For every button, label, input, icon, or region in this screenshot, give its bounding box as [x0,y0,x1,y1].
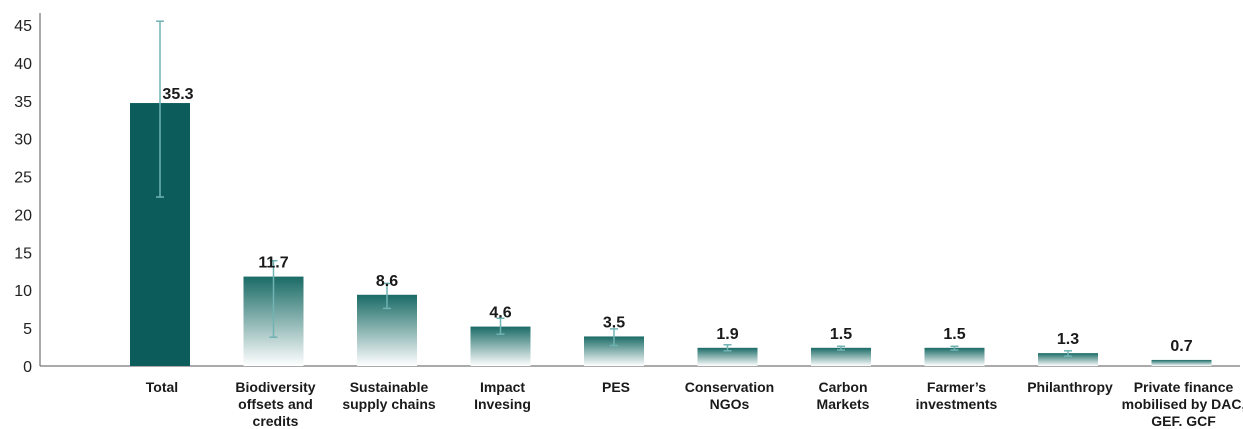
y-tick-label: 20 [14,207,32,224]
data-label: 35.3 [162,86,193,103]
y-tick-label: 5 [23,321,32,338]
error-bar [156,20,164,198]
y-tick-label: 30 [14,132,32,149]
y-axis: 0 5 10 15 20 25 30 35 40 45 [14,13,1240,376]
x-tick-label: Private finance mobilised by DAC, GEF. GCF [1122,379,1243,429]
y-tick-label: 15 [14,245,32,262]
category-labels: Total Biodiversity offsets and credits Susta… [146,379,1243,429]
y-tick-label: 10 [14,283,32,300]
error-bars [156,20,1072,357]
x-tick-label: Conservation NGOs [685,379,774,412]
y-tick-label: 0 [23,359,32,376]
x-tick-label: PES [602,379,630,395]
data-label: 0.7 [1170,338,1192,355]
error-bar [723,344,732,352]
data-label: 3.5 [603,314,625,331]
error-bar [269,259,278,338]
bars [130,103,1212,366]
y-tick-label: 45 [14,18,32,35]
data-label: 1.9 [716,326,738,343]
error-bar [496,317,505,335]
data-label: 1.5 [943,326,965,343]
error-bar [610,328,618,347]
x-tick-label: Philanthropy [1027,379,1113,395]
data-label: 11.7 [258,255,288,272]
data-labels: 35.3 11.7 8.6 4.6 3.5 1.9 1.5 1.5 1.3 0.7 [162,86,1192,355]
x-tick-label: Total [146,379,178,395]
x-tick-label: Farmer’s investments [916,379,998,412]
data-label: 4.6 [489,305,511,322]
x-tick-label: Impact Invesing [474,379,531,412]
error-bar [837,345,845,351]
y-tick-label: 35 [14,94,32,111]
bar [1151,359,1212,366]
y-tick-label: 40 [14,56,32,73]
y-tick-label: 25 [14,170,32,187]
x-tick-label: Biodiversity offsets and credits [235,379,315,429]
bar [697,347,758,366]
data-label: 8.6 [376,273,398,290]
error-bar [1064,350,1072,357]
x-tick-label: Sustainable supply chains [342,379,436,412]
error-bar [950,345,959,351]
error-bar [383,282,391,310]
data-label: 1.3 [1057,331,1079,348]
x-tick-label: Carbon Markets [817,379,870,412]
data-label: 1.5 [830,326,852,343]
bar [924,347,985,366]
bar [811,347,871,366]
bar [1038,353,1098,366]
